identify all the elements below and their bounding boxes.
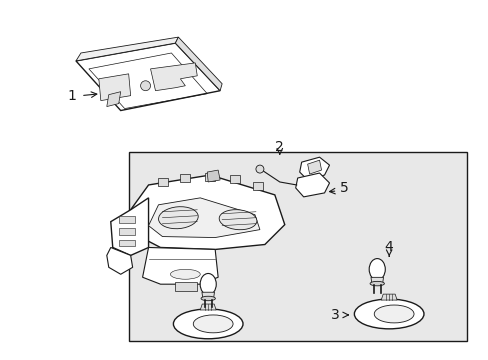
Ellipse shape	[170, 269, 200, 279]
Bar	[252, 182, 263, 190]
Circle shape	[255, 165, 264, 173]
Polygon shape	[106, 92, 121, 107]
Polygon shape	[106, 247, 132, 274]
Polygon shape	[370, 277, 383, 284]
Bar	[180, 174, 190, 182]
Bar	[128, 152, 466, 341]
Bar	[119, 216, 134, 223]
Text: 5: 5	[339, 181, 347, 195]
Polygon shape	[202, 292, 214, 298]
Bar	[205, 173, 215, 181]
Polygon shape	[148, 198, 260, 238]
Ellipse shape	[354, 299, 423, 329]
Ellipse shape	[373, 305, 413, 323]
Circle shape	[141, 81, 150, 91]
Ellipse shape	[369, 282, 384, 286]
Text: 3: 3	[330, 308, 339, 322]
Bar	[158, 178, 168, 186]
Polygon shape	[111, 198, 148, 255]
Bar	[230, 175, 240, 183]
Polygon shape	[99, 74, 130, 100]
Polygon shape	[207, 170, 220, 182]
Bar	[119, 228, 134, 235]
Polygon shape	[381, 294, 396, 300]
Polygon shape	[200, 304, 216, 310]
Polygon shape	[76, 43, 220, 111]
Text: 4: 4	[384, 240, 393, 255]
Polygon shape	[76, 37, 178, 61]
Polygon shape	[299, 157, 329, 180]
Ellipse shape	[173, 309, 243, 339]
Bar	[119, 239, 134, 247]
Ellipse shape	[158, 207, 198, 229]
Ellipse shape	[201, 296, 215, 301]
Polygon shape	[307, 160, 321, 174]
Ellipse shape	[193, 315, 233, 333]
Polygon shape	[295, 173, 329, 197]
Polygon shape	[175, 282, 197, 291]
Polygon shape	[130, 175, 284, 249]
Ellipse shape	[200, 274, 216, 295]
Polygon shape	[142, 247, 218, 284]
Text: 2: 2	[275, 140, 284, 154]
Text: 1: 1	[67, 89, 76, 103]
Polygon shape	[175, 37, 222, 91]
Polygon shape	[150, 63, 197, 91]
Ellipse shape	[368, 258, 385, 280]
Ellipse shape	[219, 210, 256, 230]
